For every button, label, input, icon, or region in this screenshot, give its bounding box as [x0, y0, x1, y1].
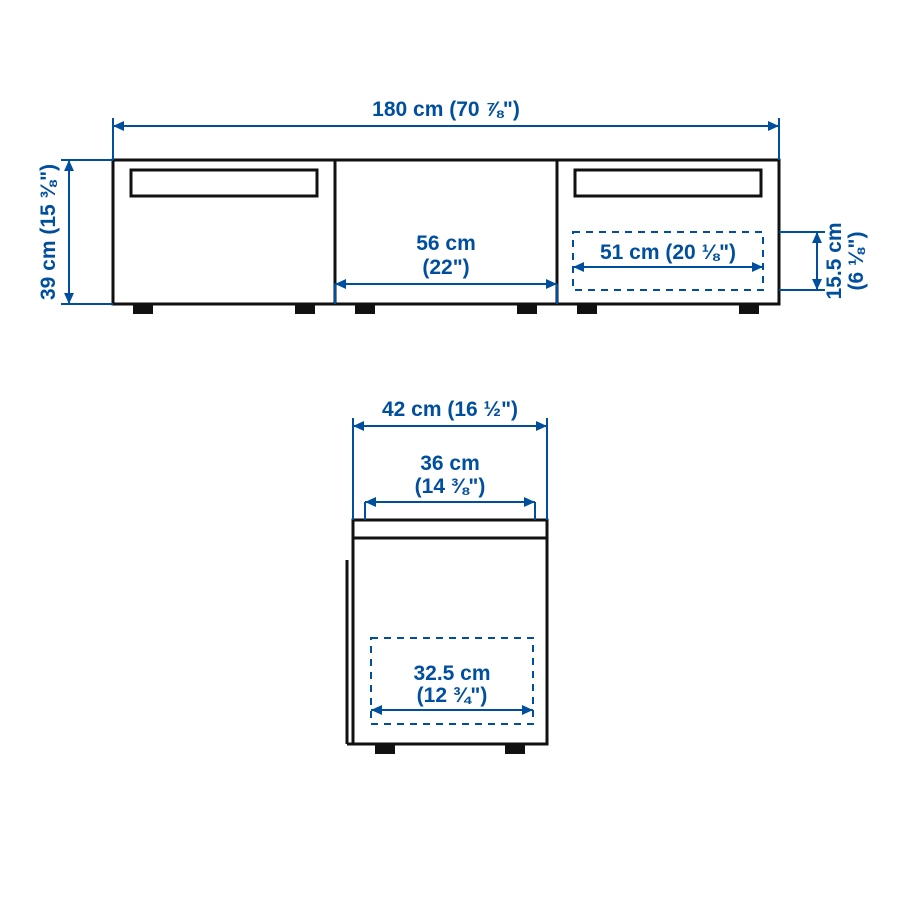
dim-side-inner-top-1: 36 cm: [420, 452, 480, 475]
dim-center-opening-2: (22"): [422, 256, 469, 279]
dim-side-depth: 42 cm (16 ½"): [382, 398, 518, 421]
dim-side-inner-top-2: (14 ⅜"): [415, 475, 486, 498]
dim-drawer-width: 51 cm (20 ⅛"): [600, 241, 736, 264]
dim-overall-width: 180 cm (70 ⅞"): [372, 98, 520, 121]
dim-drawer-height-1: 15.5 cm: [823, 222, 846, 299]
dim-drawer-height-2: (6 ⅛"): [845, 232, 868, 291]
front-slot: [131, 170, 317, 196]
dim-side-inner-mid-1: 32.5 cm: [413, 662, 490, 685]
dim-side-inner-mid-2: (12 ¾"): [417, 684, 488, 707]
dim-overall-height: 39 cm (15 ⅜"): [37, 164, 60, 300]
dim-center-opening-1: 56 cm: [416, 232, 476, 255]
front-slot: [575, 170, 761, 196]
